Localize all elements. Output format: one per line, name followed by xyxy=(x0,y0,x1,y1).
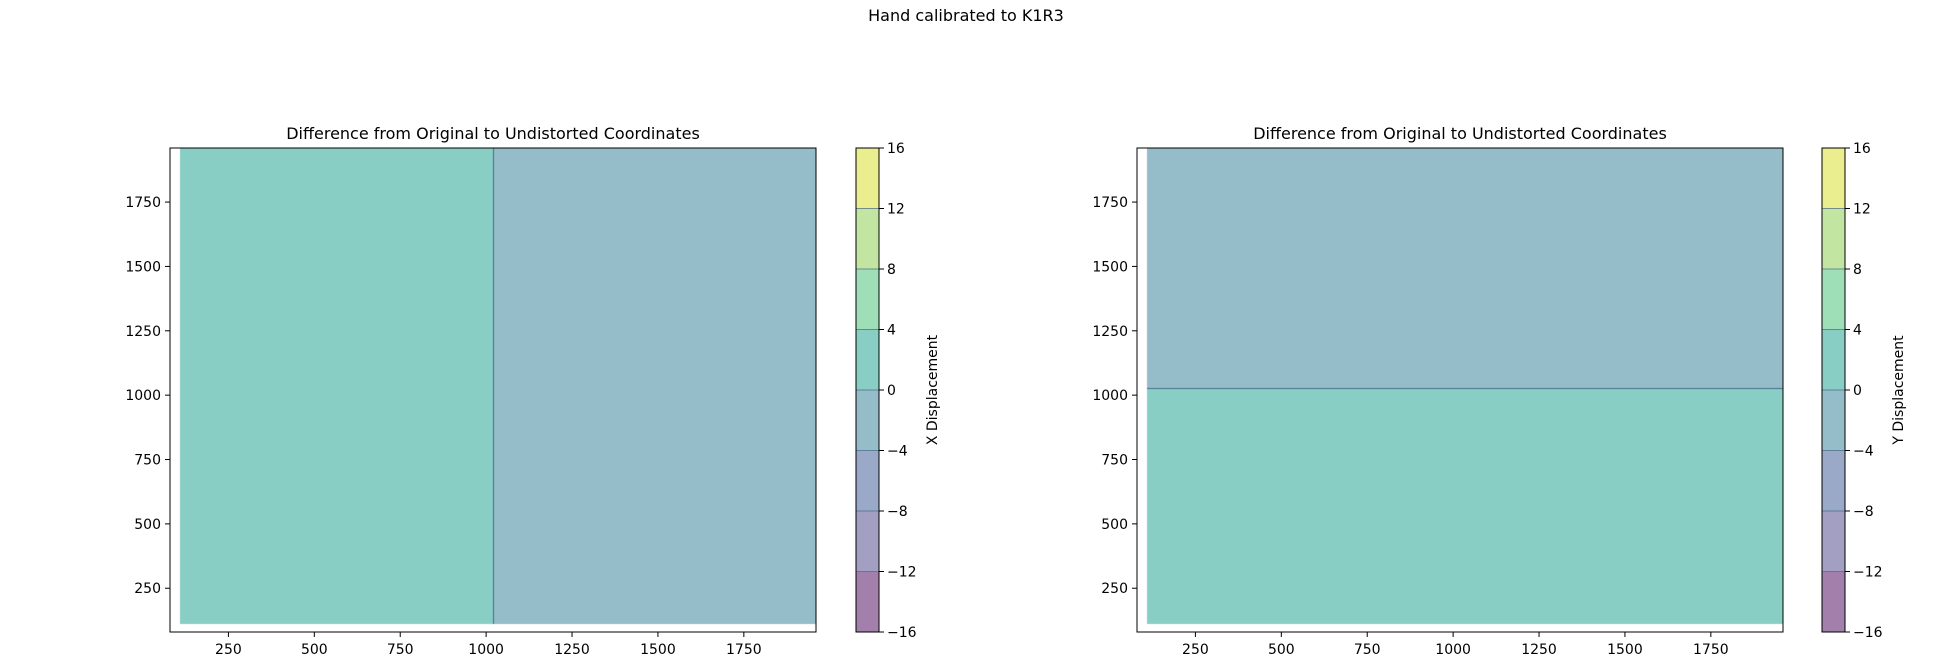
y-tick-label: 1250 xyxy=(1092,324,1128,340)
panel-y-displacement: Difference from Original to Undistorted … xyxy=(1092,124,1907,658)
colorbar-tick-label: 12 xyxy=(887,202,905,218)
x-tick-label: 1250 xyxy=(554,642,590,658)
x-tick-label: 1000 xyxy=(1435,642,1471,658)
colorbar-band xyxy=(1822,390,1845,451)
colorbar-tick-label: −4 xyxy=(1853,444,1874,460)
colorbar-tick-label: 16 xyxy=(887,141,905,157)
x-tick-label: 1000 xyxy=(468,642,504,658)
y-tick-label: 750 xyxy=(1101,453,1128,469)
colorbar-tick-label: −8 xyxy=(887,504,908,520)
x-tick-label: 250 xyxy=(1182,642,1209,658)
x-tick-label: 1750 xyxy=(726,642,762,658)
colorbar-tick-label: −8 xyxy=(1853,504,1874,520)
colorbar-label: Y Displacement xyxy=(1891,335,1907,446)
y-tick-label: 1250 xyxy=(125,324,161,340)
colorbar-tick-label: 8 xyxy=(1853,262,1862,278)
panel-x-displacement: Difference from Original to Undistorted … xyxy=(125,124,941,658)
y-tick-label: 750 xyxy=(134,453,161,469)
x-tick-label: 1500 xyxy=(640,642,676,658)
y-tick-label: 1500 xyxy=(125,259,161,275)
colorbar-tick-label: −12 xyxy=(1853,565,1883,581)
y-tick-label: 1000 xyxy=(1092,388,1128,404)
axes-title: Difference from Original to Undistorted … xyxy=(286,124,700,143)
colorbar-tick-label: −12 xyxy=(887,565,917,581)
x-tick-label: 1750 xyxy=(1693,642,1729,658)
x-tick-label: 1250 xyxy=(1521,642,1557,658)
colorbar-band xyxy=(1822,208,1845,270)
contour-fill xyxy=(1137,148,1783,632)
y-tick-label: 500 xyxy=(134,517,161,533)
colorbar-band xyxy=(856,571,879,633)
x-tick-label: 750 xyxy=(1354,642,1381,658)
colorbar-band xyxy=(1822,571,1845,633)
colorbar-band xyxy=(856,148,879,209)
colorbar-tick-label: 16 xyxy=(1853,141,1871,157)
x-tick-label: 500 xyxy=(301,642,328,658)
x-tick-label: 250 xyxy=(215,642,242,658)
figure-title: Hand calibrated to K1R3 xyxy=(868,6,1064,25)
colorbar-tick-label: 4 xyxy=(887,323,896,339)
y-tick-label: 1000 xyxy=(125,388,161,404)
y-tick-label: 1500 xyxy=(1092,259,1128,275)
axes-frame xyxy=(169,147,817,633)
axes-title: Difference from Original to Undistorted … xyxy=(1253,124,1667,143)
y-tick-label: 1750 xyxy=(1092,195,1128,211)
y-tick-label: 250 xyxy=(1101,581,1128,597)
x-tick-label: 1500 xyxy=(1607,642,1643,658)
colorbar-band xyxy=(856,269,879,330)
colorbar-tick-label: −4 xyxy=(887,444,908,460)
x-tick-label: 750 xyxy=(387,642,414,658)
colorbar-band xyxy=(1822,329,1845,391)
colorbar-tick-label: 0 xyxy=(887,383,896,399)
colorbar-band xyxy=(856,329,879,391)
colorbar-band xyxy=(856,511,879,572)
colorbar-band xyxy=(856,390,879,451)
colorbar-tick-label: 0 xyxy=(1853,383,1862,399)
colorbar-label: X Displacement xyxy=(925,334,941,445)
colorbar-band xyxy=(856,450,879,512)
y-tick-label: 250 xyxy=(134,581,161,597)
y-tick-label: 1750 xyxy=(125,195,161,211)
colorbar-band xyxy=(1822,450,1845,512)
colorbar-band xyxy=(1822,511,1845,572)
colorbar-tick-label: 8 xyxy=(887,262,896,278)
colorbar-tick-label: −16 xyxy=(887,625,917,641)
y-tick-label: 500 xyxy=(1101,517,1128,533)
colorbar-band xyxy=(1822,148,1845,209)
axes-frame xyxy=(1136,147,1784,633)
colorbar-band xyxy=(856,208,879,270)
colorbar-tick-label: 4 xyxy=(1853,323,1862,339)
x-tick-label: 500 xyxy=(1268,642,1295,658)
colorbar-tick-label: 12 xyxy=(1853,202,1871,218)
colorbar-tick-label: −16 xyxy=(1853,625,1883,641)
colorbar-band xyxy=(1822,269,1845,330)
contour-fill xyxy=(170,148,816,632)
